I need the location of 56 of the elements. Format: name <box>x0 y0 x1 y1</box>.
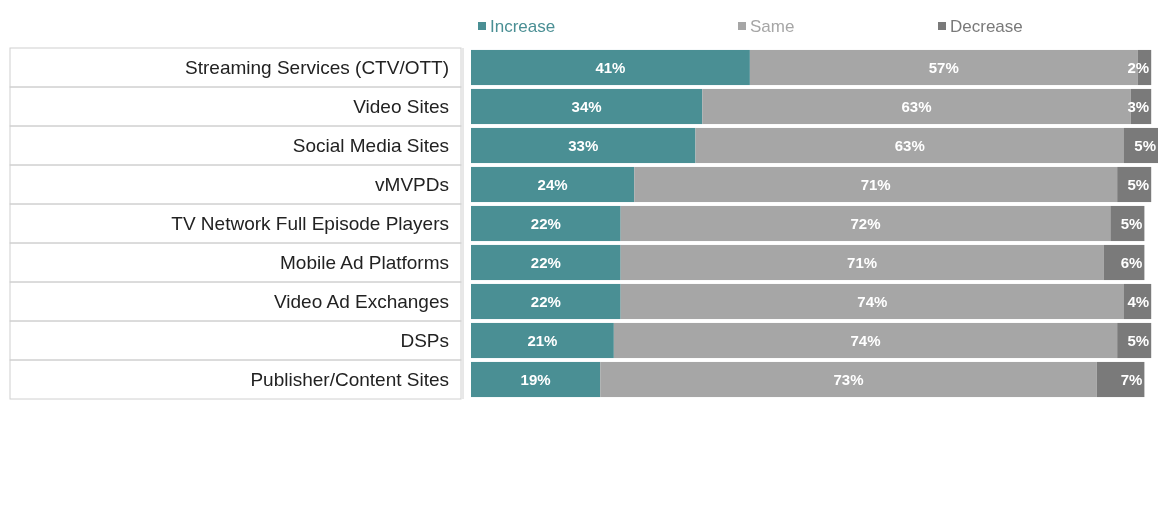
data-label: 74% <box>850 331 881 349</box>
y-tick-label: Mobile Ad Platforms <box>280 252 449 274</box>
bar <box>471 322 614 359</box>
data-label: 22% <box>530 253 561 271</box>
data-label: 74% <box>857 292 888 310</box>
data-label: 19% <box>520 370 551 388</box>
data-label: 33% <box>568 136 599 154</box>
data-label: 6% <box>1120 253 1143 271</box>
data-label: 5% <box>1134 136 1156 154</box>
bar <box>695 127 1124 164</box>
data-label: 22% <box>530 292 561 310</box>
y-tick-label: TV Network Full Episode Players <box>171 213 449 235</box>
bar <box>613 322 1118 359</box>
y-tick-label: Video Ad Exchanges <box>273 291 449 313</box>
bar <box>471 283 621 320</box>
bar <box>471 244 621 281</box>
data-label: 5% <box>1127 331 1150 349</box>
bar <box>600 361 1097 398</box>
data-label: 2% <box>1127 58 1150 76</box>
data-label: 5% <box>1127 175 1150 193</box>
data-label: 72% <box>850 214 881 232</box>
data-label: 63% <box>901 97 932 115</box>
data-label: 3% <box>1127 97 1150 115</box>
data-label: 71% <box>847 253 878 271</box>
bar <box>634 166 1118 203</box>
bar <box>471 127 696 164</box>
bar <box>471 166 635 203</box>
legend-label: Increase <box>490 16 556 36</box>
y-tick-label: Publisher/Content Sites <box>250 369 449 391</box>
data-label: 34% <box>571 97 602 115</box>
data-label: 57% <box>928 58 959 76</box>
bar <box>1096 361 1145 398</box>
y-tick-label: DSPs <box>400 330 449 352</box>
bar <box>620 205 1111 242</box>
data-label: 73% <box>833 370 864 388</box>
data-label: 22% <box>530 214 561 232</box>
data-label: 41% <box>595 58 626 76</box>
legend-label: Decrease <box>950 16 1023 36</box>
y-tick-label: vMVPDs <box>375 174 449 196</box>
data-label: 21% <box>527 331 558 349</box>
bar <box>620 244 1104 281</box>
data-label: 24% <box>537 175 568 193</box>
legend-label: Same <box>750 16 795 36</box>
data-label: 4% <box>1127 292 1150 310</box>
bar <box>471 88 703 125</box>
bar <box>471 49 750 86</box>
data-label: 5% <box>1120 214 1143 232</box>
y-tick-label: Video Sites <box>353 96 449 118</box>
bar <box>471 361 601 398</box>
y-tick-label: Streaming Services (CTV/OTT) <box>185 57 449 79</box>
data-label: 63% <box>894 136 925 154</box>
bar <box>620 283 1124 320</box>
data-label: 71% <box>860 175 891 193</box>
bar <box>471 205 621 242</box>
data-label: 7% <box>1120 370 1143 388</box>
y-tick-label: Social Media Sites <box>292 135 449 157</box>
